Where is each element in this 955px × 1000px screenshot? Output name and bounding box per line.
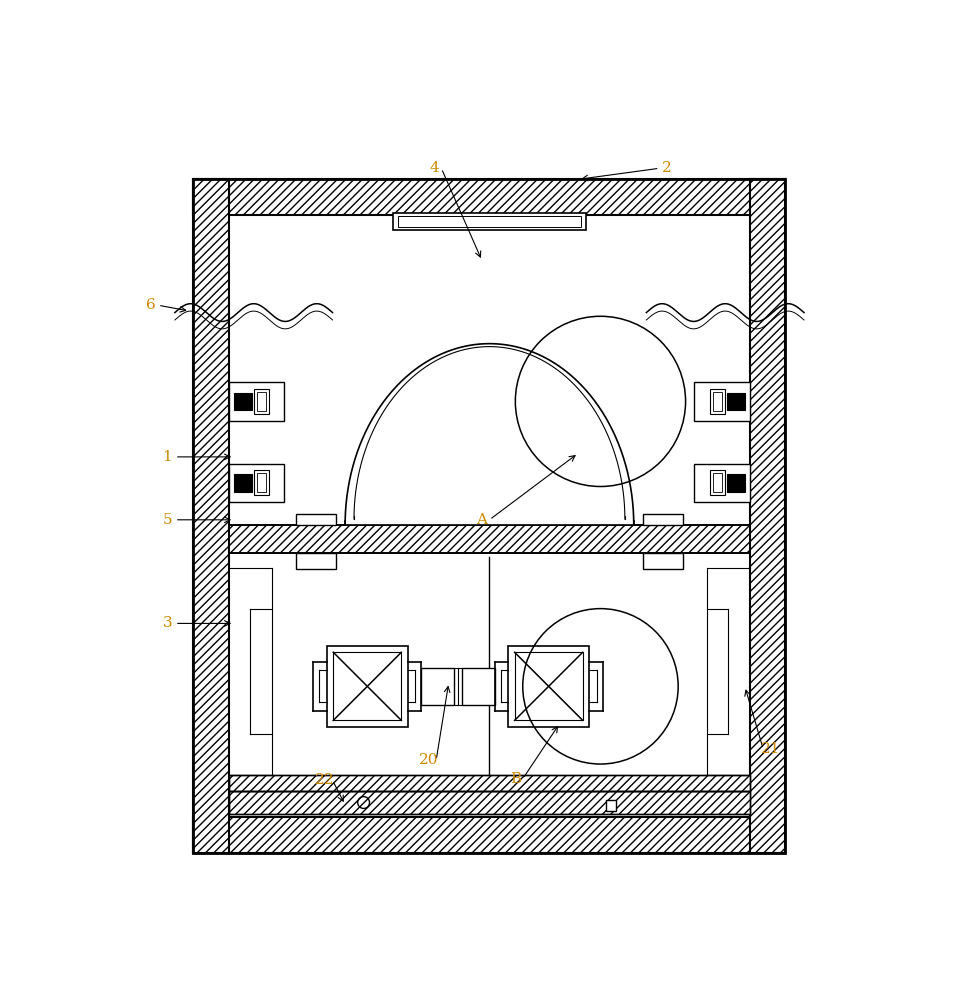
Bar	[254, 470, 269, 495]
Bar	[694, 464, 750, 502]
Text: 22: 22	[315, 773, 335, 787]
Bar	[397, 216, 582, 227]
Text: 21: 21	[761, 742, 780, 756]
Text: B: B	[510, 772, 520, 786]
Bar	[254, 389, 269, 414]
Bar	[421, 668, 455, 705]
Bar	[710, 470, 725, 495]
Bar	[750, 179, 786, 853]
Bar	[515, 652, 583, 720]
Bar	[229, 382, 285, 421]
Bar	[694, 382, 750, 421]
Bar	[229, 791, 750, 814]
Bar	[234, 474, 252, 492]
Bar	[461, 668, 495, 705]
Bar	[643, 514, 684, 525]
Bar	[229, 525, 750, 553]
Bar	[643, 553, 684, 569]
Text: A: A	[477, 513, 488, 527]
Bar	[193, 179, 786, 215]
Bar	[295, 514, 336, 525]
Text: 3: 3	[162, 616, 172, 630]
Bar	[713, 473, 722, 492]
Bar	[229, 215, 750, 817]
Text: 1: 1	[162, 450, 172, 464]
Bar	[229, 775, 750, 791]
Bar	[710, 389, 725, 414]
Bar	[193, 179, 786, 853]
Bar	[229, 775, 750, 791]
Bar	[713, 392, 722, 411]
Bar	[295, 553, 336, 569]
Bar	[727, 393, 745, 410]
Bar	[257, 392, 265, 411]
Text: 6: 6	[145, 298, 156, 312]
Bar	[193, 179, 229, 853]
Bar	[727, 474, 745, 492]
Bar	[193, 817, 786, 853]
Bar	[234, 393, 252, 410]
Text: 20: 20	[419, 753, 438, 767]
Bar	[393, 213, 585, 230]
Bar	[333, 652, 401, 720]
Bar	[257, 473, 265, 492]
Text: 4: 4	[429, 161, 438, 175]
Polygon shape	[345, 344, 634, 525]
Text: 5: 5	[162, 513, 172, 527]
Bar	[229, 525, 750, 553]
Bar	[605, 800, 616, 811]
Bar	[229, 791, 750, 814]
Bar	[327, 646, 408, 727]
Bar	[229, 464, 285, 502]
Text: 2: 2	[662, 161, 672, 175]
Bar	[508, 646, 589, 727]
